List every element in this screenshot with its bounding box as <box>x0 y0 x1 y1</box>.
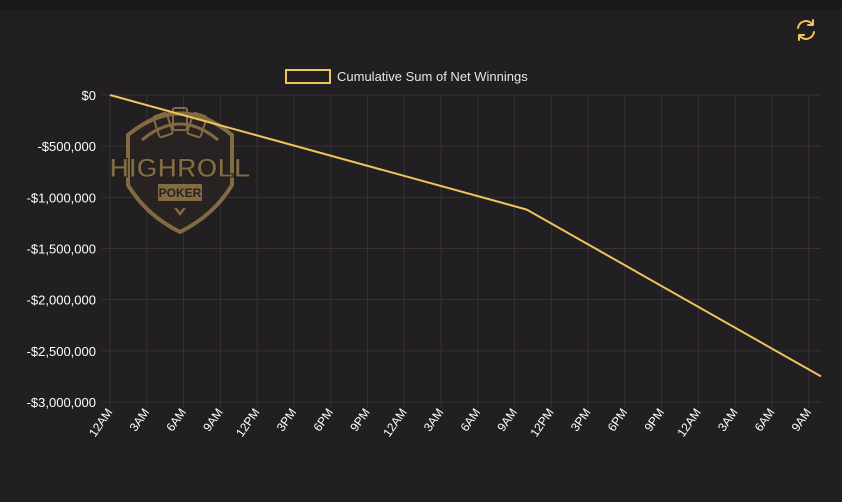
series-layer <box>109 94 822 378</box>
y-axis: $0 -$500,000 -$1,000,000 -$1,500,000 -$2,000… <box>27 88 96 410</box>
legend-label: Cumulative Sum of Net Winnings <box>337 69 528 84</box>
x-axis: 12AM 3AM 6AM 9AM 12PM 3PM 6PM 9PM 12AM 3AM 6AM 9AM 1… <box>86 406 814 440</box>
top-band <box>0 0 842 10</box>
x-tick-label: 12AM <box>674 406 703 440</box>
refresh-icon[interactable] <box>793 17 819 43</box>
y-tick-label: -$2,000,000 <box>27 293 96 308</box>
x-tick-label: 3PM <box>274 406 300 434</box>
x-tick-label: 9PM <box>347 406 373 434</box>
x-tick-label: 3AM <box>127 406 153 434</box>
series-line-0 <box>109 94 822 378</box>
x-tick-label: 9PM <box>641 406 667 434</box>
x-tick-label: 6AM <box>752 406 778 434</box>
x-tick-label: 9AM <box>494 406 520 434</box>
y-tick-label: -$3,000,000 <box>27 395 96 410</box>
x-tick-label: 6PM <box>605 406 631 434</box>
x-tick-label: 6PM <box>310 406 336 434</box>
x-tick-label: 9AM <box>789 406 815 434</box>
x-tick-label: 6AM <box>458 406 484 434</box>
x-tick-label: 3AM <box>421 406 447 434</box>
y-tick-label: $0 <box>82 88 96 103</box>
x-tick-label: 9AM <box>200 406 226 434</box>
y-tick-label: -$500,000 <box>37 139 96 154</box>
legend[interactable]: Cumulative Sum of Net Winnings <box>285 69 528 84</box>
x-tick-label: 6AM <box>163 406 189 434</box>
logo-brand-text: HIGHROLL <box>110 153 251 183</box>
y-tick-label: -$1,500,000 <box>27 242 96 257</box>
highroll-poker-logo: HIGHROLL POKER <box>109 107 251 235</box>
x-tick-label: 12PM <box>527 406 556 440</box>
x-tick-label: 12AM <box>86 406 115 440</box>
x-tick-label: 12PM <box>233 406 262 440</box>
x-tick-label: 12AM <box>380 406 409 440</box>
x-tick-label: 3PM <box>568 406 594 434</box>
y-tick-label: -$1,000,000 <box>27 190 96 205</box>
logo-sub-text: POKER <box>159 186 202 200</box>
x-tick-label: 3AM <box>715 406 741 434</box>
legend-swatch <box>285 69 331 84</box>
y-tick-label: -$2,500,000 <box>27 344 96 359</box>
